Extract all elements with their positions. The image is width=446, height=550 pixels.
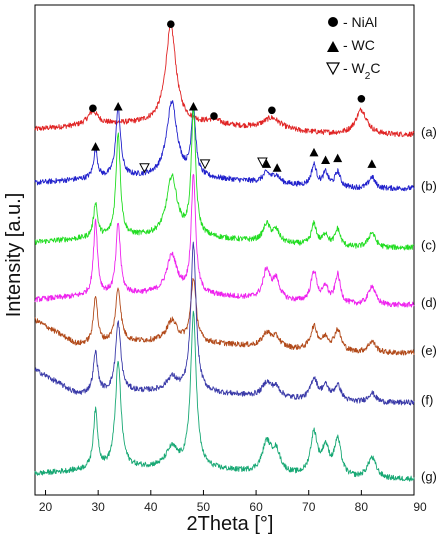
series-line-e [34, 277, 415, 356]
wc-peak-marker [91, 142, 101, 151]
curves-group [34, 23, 415, 482]
series-line-b [34, 100, 415, 192]
nial-peak-marker [89, 104, 97, 113]
curve-labels-group: (a) (b) (c) (d) (e) (f) (g) [421, 125, 437, 485]
legend: - NiAl - WC - W2C [325, 14, 380, 82]
plot-area [34, 4, 415, 496]
x-tick-label-90: 90 [413, 500, 427, 514]
legend-circle-icon [328, 17, 338, 27]
wc-peak-marker [367, 159, 377, 168]
series-line-c [34, 109, 415, 251]
series-label-a: (a) [421, 125, 437, 140]
nial-peak-marker [357, 94, 366, 103]
peak-markers-group [89, 20, 377, 174]
legend-label-w2c: - W2C [343, 60, 380, 82]
series-label-c: (c) [421, 238, 436, 253]
x-tick-label-80: 80 [355, 500, 369, 514]
wc-peak-marker [272, 163, 282, 172]
w2c-peak-marker [139, 163, 150, 174]
wc-peak-marker [321, 155, 331, 165]
series-label-g: (g) [421, 469, 437, 484]
w2c-peak-marker [199, 159, 211, 170]
legend-label-nial: - NiAl [343, 14, 377, 30]
x-tick-label-30: 30 [91, 500, 105, 514]
legend-label-wc: - WC [343, 37, 375, 53]
wc-peak-marker [188, 101, 198, 111]
wc-peak-marker [262, 159, 272, 168]
legend-open-triangle-icon [325, 62, 341, 76]
series-line-g [34, 310, 415, 482]
series-line-d [34, 173, 415, 308]
x-tick-label-40: 40 [144, 500, 158, 514]
y-axis-title: Intensity [a.u.] [3, 193, 25, 318]
w2c-peak-marker [257, 157, 268, 168]
wc-peak-marker [309, 147, 319, 157]
wc-peak-marker [113, 101, 123, 111]
series-label-f: (f) [421, 393, 433, 408]
nial-peak-marker [210, 112, 218, 120]
series-label-b: (b) [421, 178, 437, 193]
series-line-a [34, 23, 415, 138]
x-ticks-group: 20 30 40 50 60 70 80 90 [39, 490, 427, 514]
wc-peak-marker [333, 153, 343, 163]
x-tick-label-20: 20 [39, 500, 53, 514]
nial-peak-marker [167, 20, 175, 28]
nial-peak-marker [268, 106, 276, 115]
series-label-e: (e) [421, 343, 437, 358]
legend-filled-triangle-icon [327, 41, 339, 52]
plot-frame [34, 4, 415, 496]
x-tick-label-70: 70 [302, 500, 316, 514]
series-line-f [34, 241, 415, 406]
x-tick-label-60: 60 [249, 500, 263, 514]
x-tick-label-50: 50 [197, 500, 211, 514]
series-label-d: (d) [421, 295, 437, 310]
x-axis-title: 2Theta [°] [187, 513, 274, 535]
